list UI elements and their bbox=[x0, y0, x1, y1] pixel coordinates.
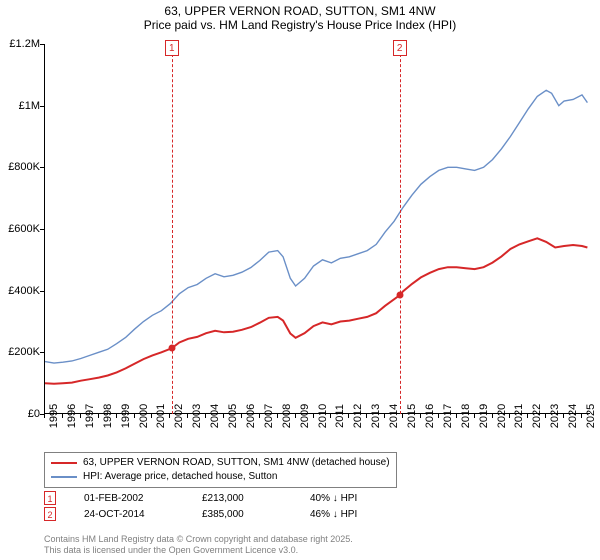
table-row: 1 01-FEB-2002 £213,000 40% ↓ HPI bbox=[44, 490, 357, 506]
chart-container: 63, UPPER VERNON ROAD, SUTTON, SM1 4NW P… bbox=[0, 0, 600, 560]
y-tick-label: £1M bbox=[0, 100, 40, 112]
title-block: 63, UPPER VERNON ROAD, SUTTON, SM1 4NW P… bbox=[0, 0, 600, 33]
y-tick-label: £200K bbox=[0, 346, 40, 358]
legend-label-hpi: HPI: Average price, detached house, Sutt… bbox=[83, 470, 277, 484]
legend-row-hpi: HPI: Average price, detached house, Sutt… bbox=[51, 470, 390, 484]
footer: Contains HM Land Registry data © Crown c… bbox=[44, 534, 353, 556]
marker-box-1: 1 bbox=[44, 491, 56, 505]
marker-dot bbox=[168, 345, 175, 352]
legend-row-property: 63, UPPER VERNON ROAD, SUTTON, SM1 4NW (… bbox=[51, 456, 390, 470]
chart-svg bbox=[45, 44, 591, 414]
sale-date: 01-FEB-2002 bbox=[84, 493, 174, 504]
marker-badge: 2 bbox=[393, 40, 407, 56]
legend: 63, UPPER VERNON ROAD, SUTTON, SM1 4NW (… bbox=[44, 452, 397, 488]
y-tick-label: £0 bbox=[0, 408, 40, 420]
series-hpi bbox=[45, 90, 587, 363]
y-tick-label: £800K bbox=[0, 161, 40, 173]
series-property bbox=[45, 238, 587, 383]
footer-line1: Contains HM Land Registry data © Crown c… bbox=[44, 534, 353, 545]
legend-label-property: 63, UPPER VERNON ROAD, SUTTON, SM1 4NW (… bbox=[83, 456, 390, 470]
legend-swatch-property bbox=[51, 462, 77, 464]
y-tick-label: £400K bbox=[0, 285, 40, 297]
sale-diff: 46% ↓ HPI bbox=[310, 509, 357, 520]
legend-swatch-hpi bbox=[51, 476, 77, 478]
plot-area: 12 bbox=[44, 44, 590, 414]
sale-price: £385,000 bbox=[202, 509, 282, 520]
marker-badge: 1 bbox=[165, 40, 179, 56]
marker-dot bbox=[396, 292, 403, 299]
sale-date: 24-OCT-2014 bbox=[84, 509, 174, 520]
marker-line bbox=[172, 44, 173, 414]
sale-price: £213,000 bbox=[202, 493, 282, 504]
title-address: 63, UPPER VERNON ROAD, SUTTON, SM1 4NW bbox=[0, 4, 600, 18]
y-tick-label: £1.2M bbox=[0, 38, 40, 50]
sale-diff: 40% ↓ HPI bbox=[310, 493, 357, 504]
title-subtitle: Price paid vs. HM Land Registry's House … bbox=[0, 18, 600, 32]
marker-box-2: 2 bbox=[44, 507, 56, 521]
marker-line bbox=[400, 44, 401, 414]
y-tick-label: £600K bbox=[0, 223, 40, 235]
sale-data-table: 1 01-FEB-2002 £213,000 40% ↓ HPI 2 24-OC… bbox=[44, 490, 357, 522]
footer-line2: This data is licensed under the Open Gov… bbox=[44, 545, 353, 556]
table-row: 2 24-OCT-2014 £385,000 46% ↓ HPI bbox=[44, 506, 357, 522]
